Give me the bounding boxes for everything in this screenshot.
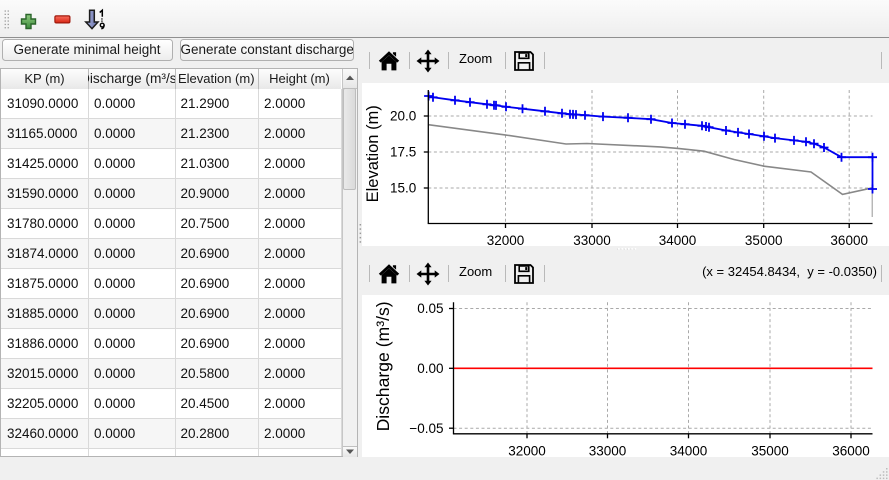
svg-text:0.00: 0.00 bbox=[417, 361, 443, 376]
svg-text:34000: 34000 bbox=[659, 233, 697, 246]
svg-text:32000: 32000 bbox=[508, 443, 546, 457]
svg-text:36000: 36000 bbox=[830, 233, 868, 246]
svg-text:36000: 36000 bbox=[832, 443, 870, 457]
svg-text:33000: 33000 bbox=[589, 443, 627, 457]
svg-text:Discharge (m³/s): Discharge (m³/s) bbox=[373, 301, 393, 431]
svg-text:35000: 35000 bbox=[745, 233, 783, 246]
svg-text:20.0: 20.0 bbox=[390, 109, 416, 124]
svg-text:Elevation (m): Elevation (m) bbox=[364, 105, 382, 202]
svg-text:34000: 34000 bbox=[670, 443, 708, 457]
svg-text:35000: 35000 bbox=[751, 443, 789, 457]
svg-text:15.0: 15.0 bbox=[390, 181, 416, 196]
svg-text:0.05: 0.05 bbox=[417, 301, 443, 316]
svg-text:33000: 33000 bbox=[573, 233, 611, 246]
svg-text:−0.05: −0.05 bbox=[409, 421, 443, 436]
svg-text:32000: 32000 bbox=[487, 233, 525, 246]
svg-text:17.5: 17.5 bbox=[390, 145, 416, 160]
